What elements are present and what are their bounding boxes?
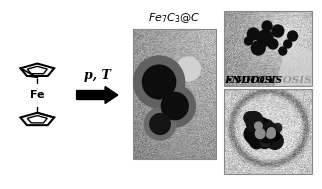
Circle shape	[144, 108, 176, 140]
Circle shape	[267, 131, 273, 138]
Circle shape	[151, 74, 167, 91]
Circle shape	[164, 94, 186, 118]
Circle shape	[150, 114, 170, 134]
Circle shape	[249, 135, 257, 144]
Circle shape	[151, 115, 169, 133]
Circle shape	[161, 92, 188, 120]
Circle shape	[244, 112, 256, 124]
Circle shape	[170, 101, 179, 110]
Circle shape	[246, 117, 260, 130]
Circle shape	[279, 47, 287, 55]
Circle shape	[139, 62, 179, 102]
Circle shape	[159, 90, 191, 122]
Circle shape	[258, 133, 267, 143]
Bar	[224, 11, 312, 86]
Circle shape	[267, 128, 275, 136]
Circle shape	[146, 110, 174, 138]
Circle shape	[158, 122, 162, 126]
Circle shape	[252, 117, 270, 135]
Circle shape	[252, 125, 269, 142]
Circle shape	[148, 71, 170, 93]
Circle shape	[261, 124, 269, 132]
Circle shape	[288, 31, 298, 41]
Circle shape	[248, 132, 258, 143]
Circle shape	[268, 130, 275, 138]
Circle shape	[244, 37, 252, 45]
Circle shape	[142, 65, 176, 99]
Circle shape	[247, 28, 259, 40]
Bar	[133, 29, 216, 159]
Circle shape	[246, 112, 263, 129]
Circle shape	[255, 129, 265, 139]
Circle shape	[268, 39, 278, 49]
Circle shape	[177, 57, 200, 81]
Circle shape	[154, 85, 195, 127]
Circle shape	[142, 65, 176, 99]
Circle shape	[263, 122, 277, 137]
Circle shape	[153, 117, 167, 131]
Circle shape	[246, 129, 262, 145]
Polygon shape	[275, 41, 312, 86]
Circle shape	[161, 92, 188, 120]
Circle shape	[258, 130, 268, 140]
Circle shape	[137, 59, 182, 105]
Circle shape	[156, 87, 193, 125]
Circle shape	[284, 40, 292, 48]
Circle shape	[267, 132, 283, 149]
Circle shape	[148, 112, 172, 136]
Circle shape	[156, 79, 162, 85]
Circle shape	[150, 113, 170, 135]
Circle shape	[260, 129, 272, 142]
Text: • MITOSIS: • MITOSIS	[227, 76, 282, 85]
Circle shape	[145, 68, 173, 96]
Circle shape	[250, 135, 263, 149]
Circle shape	[168, 99, 182, 113]
Circle shape	[173, 104, 177, 108]
Circle shape	[271, 131, 280, 141]
Circle shape	[262, 132, 274, 145]
Circle shape	[260, 129, 273, 143]
Circle shape	[154, 77, 165, 88]
Circle shape	[166, 97, 184, 115]
Circle shape	[255, 122, 262, 130]
Text: ENDOCYTOSIS: ENDOCYTOSIS	[224, 76, 312, 85]
Circle shape	[262, 120, 273, 131]
Text: p, T: p, T	[84, 69, 110, 82]
Circle shape	[251, 41, 265, 55]
Circle shape	[257, 30, 273, 46]
Circle shape	[155, 119, 165, 129]
Circle shape	[250, 119, 261, 131]
Circle shape	[270, 125, 280, 135]
Circle shape	[157, 121, 163, 127]
Circle shape	[249, 119, 260, 130]
Text: $\mathit{Fe_7C_3@C}$: $\mathit{Fe_7C_3@C}$	[148, 11, 201, 25]
Circle shape	[272, 25, 284, 37]
Bar	[224, 89, 312, 174]
Circle shape	[262, 21, 272, 31]
Circle shape	[247, 120, 259, 132]
Text: Fe: Fe	[30, 90, 44, 100]
Circle shape	[244, 126, 260, 143]
Circle shape	[265, 130, 275, 140]
Circle shape	[273, 123, 282, 132]
Circle shape	[248, 116, 261, 130]
Circle shape	[260, 122, 275, 138]
Circle shape	[260, 137, 270, 147]
Circle shape	[134, 56, 185, 108]
Circle shape	[258, 134, 272, 148]
FancyArrow shape	[77, 87, 118, 104]
